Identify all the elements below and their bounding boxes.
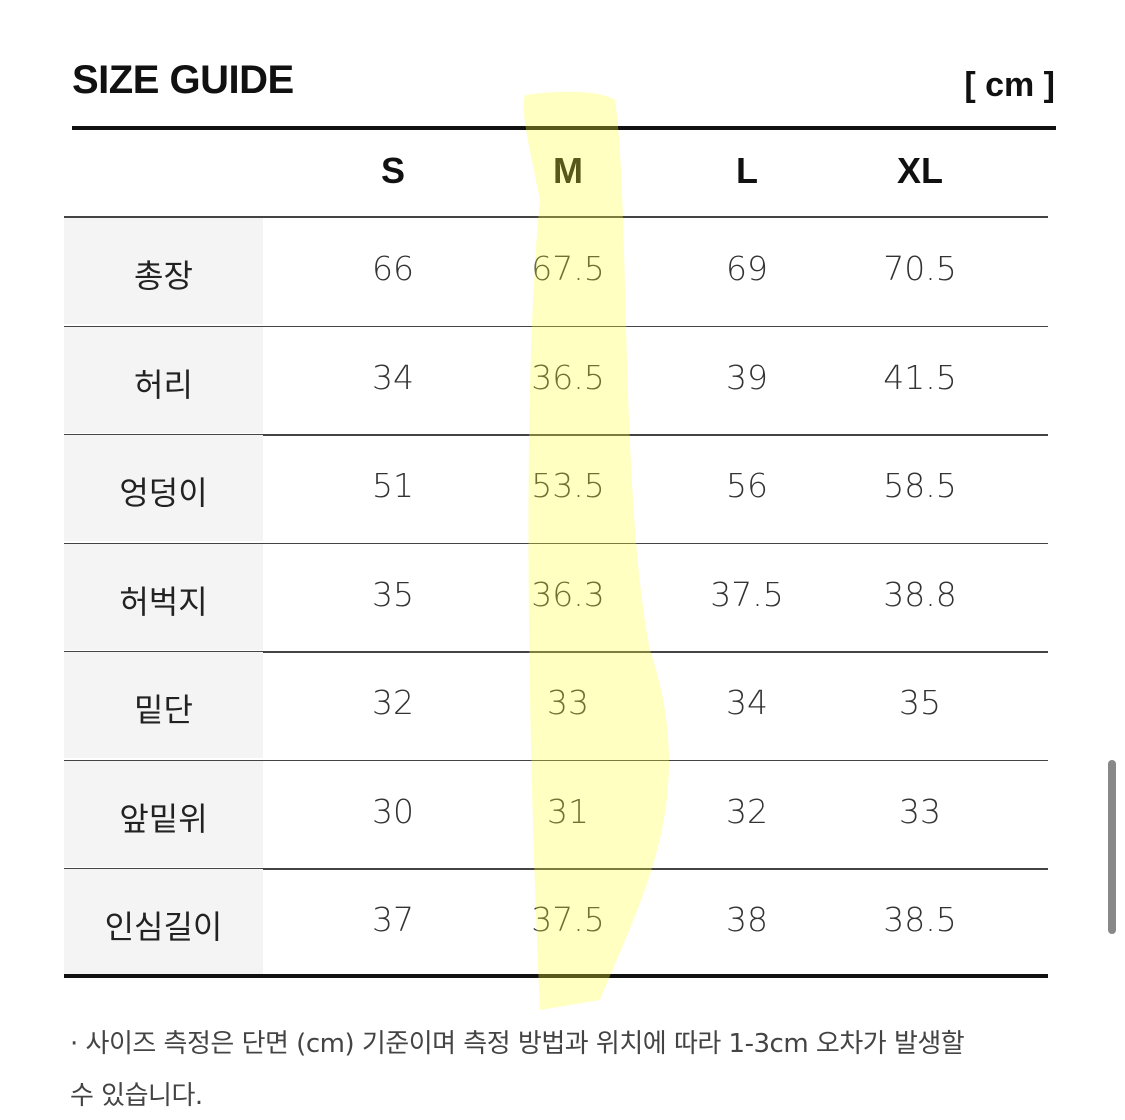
cell-value: 35 <box>899 683 941 722</box>
row-rule <box>64 542 1048 544</box>
cell-value: 41.5 <box>883 357 957 397</box>
unit-label: [ cm ] <box>964 66 1055 104</box>
bottom-rule <box>64 974 1048 978</box>
cell-value: 56 <box>726 466 768 505</box>
row-label: 인심길이 <box>104 908 223 946</box>
cell-value: 51 <box>372 466 414 505</box>
cell-value: 38.8 <box>883 574 957 614</box>
row-rule <box>64 434 1048 436</box>
top-rule <box>72 126 1056 130</box>
cell-value: 34 <box>372 357 414 397</box>
cell-value: 34 <box>726 683 768 722</box>
cell-value: 58.5 <box>883 466 957 505</box>
cell-value: 36.5 <box>531 357 605 397</box>
label-cell <box>64 760 263 867</box>
label-cell <box>64 869 263 975</box>
label-cell <box>64 435 263 541</box>
row-rule <box>64 651 1048 653</box>
cell-value: 32 <box>726 791 768 831</box>
cell-value: 69 <box>726 249 768 288</box>
cell-value: 38 <box>726 900 768 939</box>
scrollbar[interactable] <box>1108 760 1116 934</box>
row-rule <box>64 868 1048 870</box>
cell-value: 53.5 <box>531 466 605 505</box>
label-cell <box>64 652 263 758</box>
cell-value: 66 <box>372 249 414 288</box>
cell-value: 37.5 <box>710 574 784 614</box>
row-label: 허벅지 <box>119 582 208 621</box>
cell-value: 32 <box>372 683 414 722</box>
cell-value: 38.5 <box>883 900 957 939</box>
column-header: L <box>736 150 758 191</box>
cell-value: 39 <box>726 357 768 397</box>
cell-value: 36.3 <box>531 574 605 614</box>
cell-value: 70.5 <box>883 249 957 288</box>
cell-value: 31 <box>547 791 589 831</box>
row-label: 밑단 <box>134 691 193 729</box>
row-rule <box>64 216 1048 218</box>
label-cell <box>64 543 263 650</box>
label-cell <box>64 326 263 433</box>
cell-value: 33 <box>547 683 589 722</box>
cell-value: 37.5 <box>531 900 605 939</box>
cell-value: 35 <box>372 574 414 614</box>
cell-value: 37 <box>372 900 414 939</box>
column-header: XL <box>896 150 943 191</box>
label-cell <box>64 218 263 324</box>
row-label: 총장 <box>134 257 193 295</box>
cell-value: 33 <box>899 791 941 831</box>
cell-value: 67.5 <box>531 249 605 288</box>
title: SIZE GUIDE <box>72 58 294 102</box>
note: · 사이즈 측정은 단면 (cm) 기준이며 측정 방법과 위치에 따라 1-3… <box>70 1029 965 1111</box>
row-rule <box>64 325 1048 327</box>
cell-value: 30 <box>372 791 414 831</box>
row-label: 앞밑위 <box>119 799 208 838</box>
column-header: S <box>380 150 405 191</box>
row-rule <box>64 759 1048 761</box>
row-label: 허리 <box>134 365 193 404</box>
row-label: 엉덩이 <box>119 474 208 512</box>
column-header: M <box>553 150 583 191</box>
